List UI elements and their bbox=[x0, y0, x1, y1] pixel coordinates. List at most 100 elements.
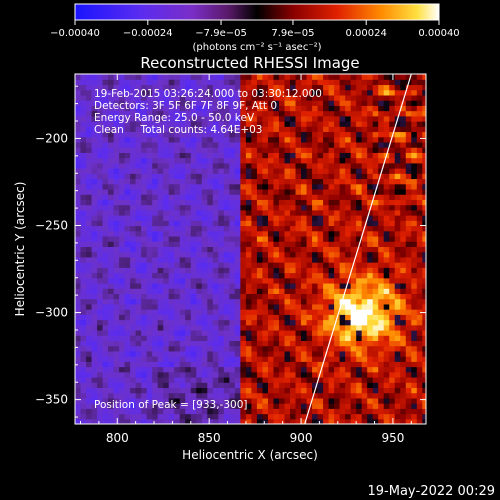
heatmap-cell bbox=[86, 293, 93, 300]
heatmap-cell bbox=[201, 324, 208, 331]
heatmap-cell bbox=[400, 94, 407, 101]
heatmap-cell bbox=[400, 131, 407, 138]
heatmap-cell bbox=[207, 324, 214, 331]
heatmap-cell bbox=[334, 361, 341, 368]
heatmap-cell bbox=[86, 84, 93, 91]
heatmap-cell bbox=[86, 215, 93, 221]
heatmap-cell bbox=[317, 100, 324, 106]
heatmap-cell bbox=[290, 246, 297, 253]
heatmap-cell bbox=[411, 136, 418, 143]
heatmap-cell bbox=[394, 215, 401, 221]
heatmap-cell bbox=[389, 262, 396, 268]
heatmap-cell bbox=[190, 366, 197, 373]
heatmap-cell bbox=[339, 110, 346, 117]
heatmap-cell bbox=[168, 329, 175, 336]
heatmap-cell bbox=[113, 350, 120, 357]
heatmap-cell bbox=[86, 105, 93, 112]
heatmap-cell bbox=[185, 241, 192, 247]
heatmap-cell bbox=[378, 382, 385, 389]
heatmap-cell bbox=[135, 199, 142, 206]
heatmap-cell bbox=[422, 366, 426, 373]
heatmap-cell bbox=[97, 162, 104, 169]
heatmap-cell bbox=[146, 387, 153, 394]
heatmap-cell bbox=[212, 204, 219, 211]
heatmap-cell bbox=[312, 277, 319, 284]
heatmap-cell bbox=[422, 115, 426, 122]
heatmap-cell bbox=[411, 209, 418, 216]
heatmap-cell bbox=[267, 230, 275, 237]
heatmap-cell bbox=[174, 408, 181, 415]
heatmap-cell bbox=[91, 267, 98, 274]
heatmap-cell bbox=[328, 397, 335, 404]
heatmap-cell bbox=[108, 376, 115, 383]
heatmap-cell bbox=[284, 319, 291, 326]
heatmap-cell bbox=[416, 115, 423, 122]
heatmap-cell bbox=[361, 168, 368, 174]
heatmap-cell bbox=[245, 356, 253, 362]
heatmap-cell bbox=[323, 157, 330, 164]
heatmap-cell bbox=[141, 298, 148, 305]
heatmap-cell bbox=[146, 256, 153, 263]
heatmap-cell bbox=[212, 79, 219, 86]
heatmap-cell bbox=[312, 74, 319, 80]
heatmap-cell bbox=[251, 225, 258, 232]
heatmap-cell bbox=[218, 94, 225, 101]
heatmap-cell bbox=[323, 74, 330, 80]
heatmap-cell bbox=[389, 246, 396, 253]
heatmap-cell bbox=[334, 79, 341, 86]
heatmap-cell bbox=[207, 121, 214, 127]
heatmap-cell bbox=[290, 183, 297, 190]
heatmap-cell bbox=[234, 350, 241, 357]
heatmap-cell bbox=[267, 131, 275, 138]
heatmap-cell bbox=[245, 162, 253, 169]
heatmap-cell bbox=[339, 209, 346, 216]
heatmap-cell bbox=[157, 361, 164, 368]
heatmap-cell bbox=[256, 314, 264, 321]
heatmap-cell bbox=[295, 188, 302, 195]
heatmap-cell bbox=[185, 225, 192, 232]
heatmap-cell bbox=[135, 235, 142, 242]
heatmap-cell bbox=[157, 110, 164, 117]
heatmap-cell bbox=[135, 121, 142, 127]
heatmap-cell bbox=[196, 329, 203, 336]
heatmap-cell bbox=[185, 74, 192, 80]
heatmap-cell bbox=[146, 141, 153, 148]
heatmap-cell bbox=[361, 235, 368, 242]
heatmap-cell bbox=[86, 345, 93, 352]
heatmap-cell bbox=[119, 309, 126, 315]
heatmap-cell bbox=[174, 131, 181, 138]
heatmap-cell bbox=[201, 267, 208, 274]
heatmap-cell bbox=[372, 298, 379, 305]
heatmap-cell bbox=[367, 303, 374, 310]
heatmap-cell bbox=[301, 371, 308, 378]
heatmap-cell bbox=[367, 183, 374, 190]
heatmap-cell bbox=[284, 335, 291, 342]
heatmap-cell bbox=[185, 89, 192, 96]
heatmap-cell bbox=[339, 94, 346, 101]
heatmap-cell bbox=[234, 194, 241, 200]
heatmap-cell bbox=[119, 188, 126, 195]
heatmap-cell bbox=[278, 246, 286, 253]
heatmap-cell bbox=[179, 168, 186, 174]
heatmap-cell bbox=[301, 403, 308, 409]
heatmap-cell bbox=[306, 361, 313, 368]
heatmap-cell bbox=[146, 376, 153, 383]
heatmap-cell bbox=[113, 314, 120, 321]
heatmap-cell bbox=[394, 298, 401, 305]
heatmap-cell bbox=[367, 408, 374, 415]
heatmap-cell bbox=[240, 126, 247, 133]
heatmap-cell bbox=[80, 256, 87, 263]
heatmap-cell bbox=[389, 110, 396, 117]
heatmap-cell bbox=[223, 183, 230, 190]
heatmap-cell bbox=[328, 157, 335, 164]
heatmap-cell bbox=[240, 157, 247, 164]
heatmap-cell bbox=[284, 204, 291, 211]
heatmap-cell bbox=[185, 100, 192, 106]
heatmap-cell bbox=[102, 298, 109, 305]
heatmap-cell bbox=[290, 241, 297, 247]
heatmap-cell bbox=[372, 256, 379, 263]
heatmap-cell bbox=[383, 183, 390, 190]
heatmap-cell bbox=[124, 178, 131, 185]
heatmap-cell bbox=[163, 209, 170, 216]
heatmap-cell bbox=[361, 329, 368, 336]
